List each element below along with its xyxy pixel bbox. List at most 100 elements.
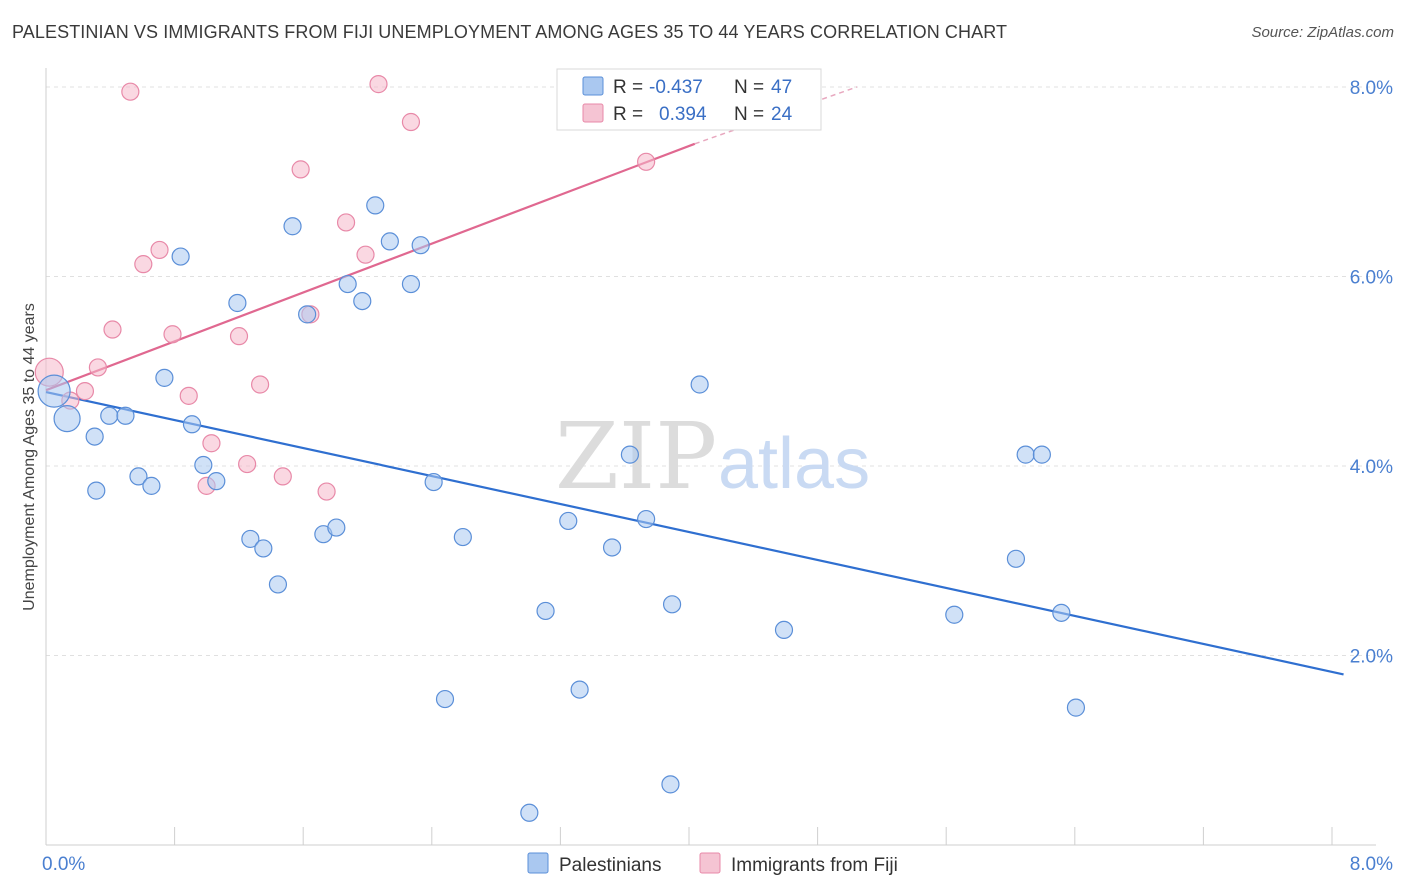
data-point-palestinians	[1006, 549, 1026, 568]
x-tick-label: 8.0%	[1350, 854, 1393, 875]
legend-r-value-fiji: 0.394	[659, 104, 707, 125]
data-point-palestinians	[1032, 445, 1051, 464]
legend-n-label: N =	[734, 77, 764, 98]
legend-n-label: N =	[734, 104, 764, 125]
data-point-palestinians	[602, 538, 622, 557]
data-point-fiji	[103, 320, 122, 339]
data-point-palestinians	[142, 476, 161, 495]
data-point-palestinians	[100, 406, 119, 425]
data-point-palestinians	[411, 236, 430, 255]
data-point-palestinians	[85, 427, 104, 446]
data-point-palestinians	[182, 415, 202, 434]
data-point-palestinians	[637, 509, 656, 529]
data-point-palestinians	[207, 472, 226, 491]
data-point-fiji	[202, 434, 221, 453]
stats-legend: R = -0.437 N = 47 R = 0.394 N = 24	[556, 68, 822, 131]
legend-n-value-fiji: 24	[771, 104, 793, 125]
axes	[45, 68, 1376, 846]
data-point-palestinians	[401, 274, 421, 294]
data-point-palestinians	[53, 404, 81, 433]
legend-swatch-palestinians	[582, 76, 604, 96]
trend-line-fiji	[45, 142, 696, 392]
series-legend: Palestinians Immigrants from Fiji	[527, 852, 898, 876]
data-point-palestinians	[559, 511, 578, 531]
data-point-palestinians	[327, 518, 346, 537]
y-tick-labels: 8.0% 6.0% 4.0% 2.0%	[1350, 78, 1393, 668]
data-point-palestinians	[283, 217, 302, 236]
trend-line-palestinians	[45, 390, 1344, 676]
data-point-palestinians	[353, 292, 372, 311]
data-point-palestinians	[366, 196, 385, 215]
data-point-palestinians	[116, 406, 135, 425]
data-point-palestinians	[662, 595, 682, 614]
data-point-fiji	[229, 327, 249, 346]
data-point-palestinians	[171, 247, 190, 266]
data-point-fiji	[637, 152, 656, 171]
legend-r-value-palestinians: -0.437	[649, 77, 703, 98]
data-point-palestinians	[298, 305, 317, 324]
data-point-palestinians	[435, 689, 455, 709]
data-point-palestinians	[774, 620, 794, 640]
legend-r-label: R =	[613, 77, 643, 98]
data-point-fiji	[121, 82, 140, 101]
y-tick-label: 8.0%	[1350, 78, 1393, 99]
source-credit: Source: ZipAtlas.com	[1251, 24, 1394, 41]
y-tick-label: 2.0%	[1350, 646, 1393, 667]
data-point-palestinians	[424, 472, 443, 492]
data-point-fiji	[163, 325, 182, 344]
data-point-fiji	[317, 482, 336, 501]
data-point-palestinians	[945, 605, 964, 624]
legend-swatch-fiji	[582, 103, 604, 123]
data-point-fiji	[273, 467, 292, 486]
legend-swatch-fiji	[699, 852, 721, 874]
legend-swatch-palestinians	[527, 852, 549, 874]
data-point-fiji	[369, 75, 388, 94]
data-point-fiji	[356, 245, 375, 264]
data-point-palestinians	[536, 601, 555, 621]
chart-title: PALESTINIAN VS IMMIGRANTS FROM FIJI UNEM…	[12, 22, 1008, 42]
data-point-fiji	[75, 382, 95, 401]
gridlines	[46, 86, 1376, 656]
data-point-fiji	[179, 386, 198, 405]
data-point-palestinians	[620, 445, 640, 464]
data-point-palestinians	[338, 274, 357, 294]
x-tick-label: 0.0%	[42, 854, 85, 875]
data-point-palestinians	[254, 539, 273, 558]
data-point-fiji	[134, 255, 153, 274]
data-point-fiji	[291, 160, 310, 179]
data-point-palestinians	[155, 368, 174, 387]
data-point-palestinians	[241, 529, 260, 549]
y-tick-label: 6.0%	[1350, 267, 1393, 288]
data-point-palestinians	[453, 527, 472, 547]
data-points	[34, 75, 1086, 822]
data-point-fiji	[238, 454, 257, 474]
data-point-palestinians	[268, 575, 288, 594]
data-point-fiji	[150, 240, 169, 260]
y-tick-label: 4.0%	[1350, 457, 1393, 478]
data-point-palestinians	[661, 775, 680, 794]
legend-n-value-palestinians: 47	[771, 77, 792, 98]
x-tick-labels: 0.0% 8.0%	[42, 854, 1393, 875]
data-point-palestinians	[520, 803, 539, 822]
data-point-palestinians	[194, 455, 213, 475]
data-point-palestinians	[570, 680, 589, 699]
watermark-atlas: atlas	[718, 424, 870, 504]
data-point-palestinians	[690, 375, 709, 394]
data-point-palestinians	[129, 467, 148, 486]
y-axis-label: Unemployment Among Ages 35 to 44 years	[21, 303, 38, 611]
data-point-palestinians	[87, 481, 106, 500]
data-point-palestinians	[37, 374, 71, 408]
data-point-palestinians	[1016, 445, 1035, 464]
data-point-palestinians	[1066, 698, 1086, 717]
data-point-fiji	[336, 213, 356, 232]
data-point-fiji	[401, 112, 421, 132]
legend-label-fiji: Immigrants from Fiji	[731, 855, 898, 876]
data-point-palestinians	[380, 232, 399, 251]
data-point-fiji	[250, 375, 270, 394]
legend-label-palestinians: Palestinians	[559, 855, 661, 876]
data-point-palestinians	[228, 293, 247, 313]
data-point-palestinians	[1052, 603, 1071, 622]
data-point-fiji	[88, 358, 108, 377]
legend-r-label: R =	[613, 104, 643, 125]
